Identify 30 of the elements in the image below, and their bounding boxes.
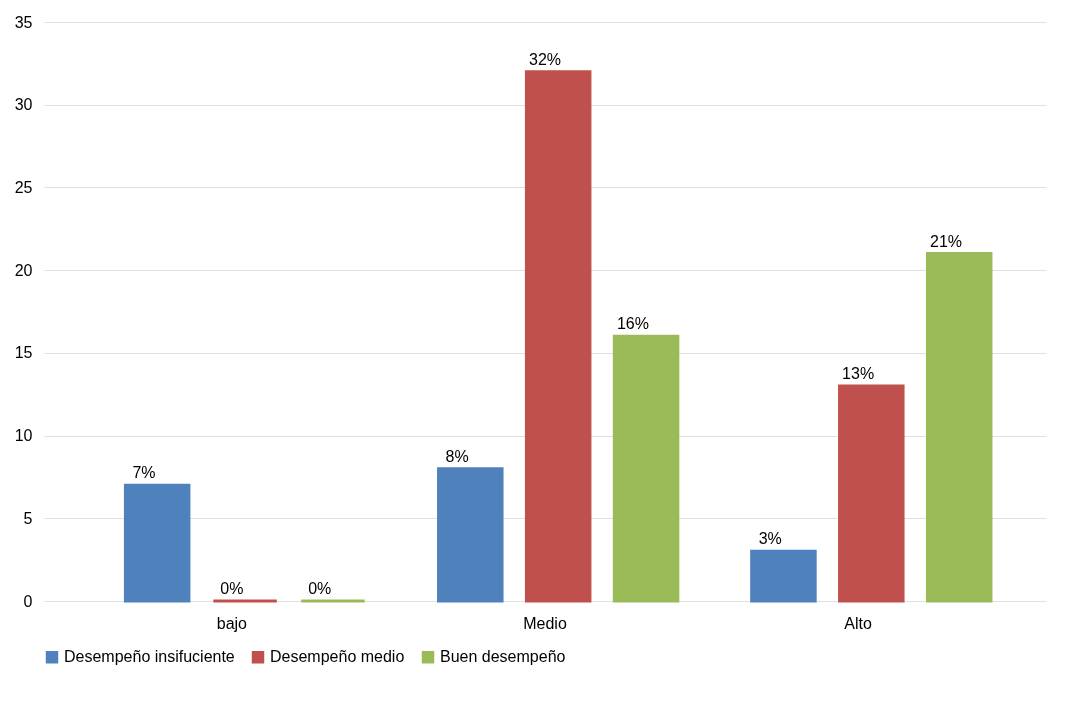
data-label: 0% xyxy=(220,580,244,597)
data-label: 16% xyxy=(616,315,649,333)
x-tick-label: Medio xyxy=(523,614,567,632)
data-label: 13% xyxy=(842,364,875,382)
y-tick-label: 20 xyxy=(14,261,33,279)
bar xyxy=(750,549,817,603)
y-tick-label: 15 xyxy=(14,344,33,362)
y-tick-label: 25 xyxy=(14,178,33,196)
bar xyxy=(612,334,680,603)
data-label: 3% xyxy=(758,530,782,548)
legend-label: Buen desempeño xyxy=(440,648,566,666)
y-tick-label: 0 xyxy=(23,592,33,610)
bar xyxy=(925,252,993,603)
legend-label: Desempeño insifuciente xyxy=(64,648,235,666)
data-label: 32% xyxy=(528,50,562,68)
bar xyxy=(437,467,504,603)
y-tick-label: 10 xyxy=(14,427,33,445)
y-tick-label: 5 xyxy=(23,509,33,527)
data-label: 0% xyxy=(308,580,332,597)
data-label: 21% xyxy=(930,232,963,250)
legend-label: Desempeño medio xyxy=(270,648,405,666)
bar xyxy=(524,70,592,603)
data-label: 8% xyxy=(445,447,469,465)
x-tick-label: bajo xyxy=(216,614,248,632)
bar xyxy=(123,483,191,603)
y-tick-label: 30 xyxy=(14,96,33,114)
y-tick-label: 35 xyxy=(14,13,33,31)
bar xyxy=(838,384,905,603)
x-tick-label: Alto xyxy=(844,614,873,632)
data-label: 7% xyxy=(132,464,156,482)
